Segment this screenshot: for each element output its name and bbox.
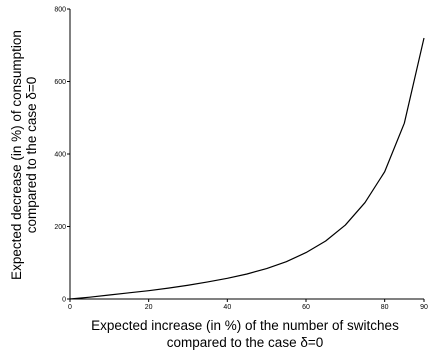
x-tick-label: 0	[68, 304, 72, 311]
y-axis-title-line-1: Expected decrease (in %) of consumption	[9, 30, 24, 280]
chart-axes	[69, 9, 424, 300]
y-tick-label: 800	[54, 7, 66, 14]
y-tick-label: 600	[54, 79, 66, 86]
y-tick-label: 200	[54, 224, 66, 231]
x-tick-label: 60	[302, 304, 310, 311]
series-line	[69, 37, 425, 300]
x-axis-title-line-2: compared to the case δ=0	[167, 335, 323, 350]
x-tick-label: 40	[223, 304, 231, 311]
y-tick-label: 400	[54, 152, 66, 159]
y-axis-title-line-2: compared to the case δ=0	[24, 77, 39, 233]
chart-series	[69, 37, 425, 300]
y-tick-label: 0	[62, 297, 66, 304]
chart-ticks: 0 20 40 60 80 90 0 200 400 600 800	[54, 7, 428, 312]
x-tick-label: 80	[381, 304, 389, 311]
x-axis-title-line-1: Expected increase (in %) of the number o…	[91, 318, 399, 333]
chart-axis-titles: Expected increase (in %) of the number o…	[9, 30, 399, 350]
x-tick-label: 90	[420, 304, 428, 311]
x-tick-label: 20	[145, 304, 153, 311]
